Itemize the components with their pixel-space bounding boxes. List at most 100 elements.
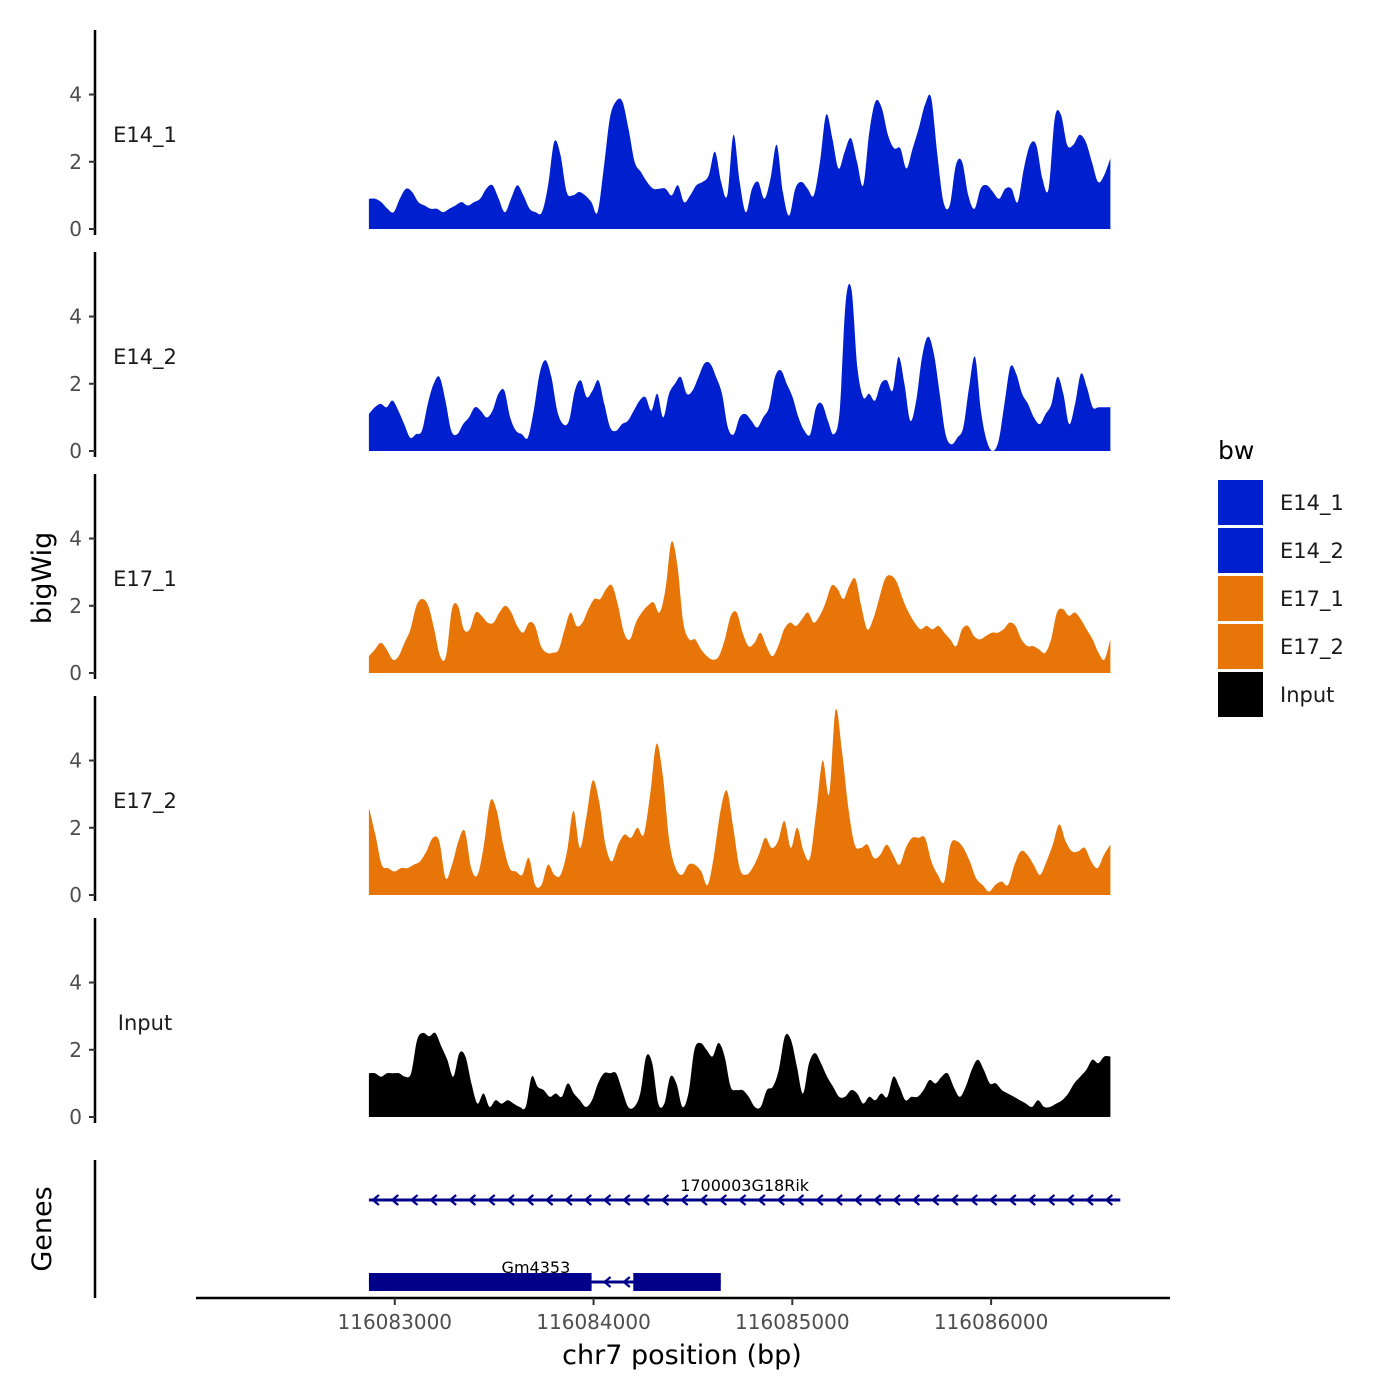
- legend-title: bw: [1218, 436, 1254, 465]
- track-label: Input: [118, 1011, 172, 1035]
- strand-arrow: [1046, 1194, 1056, 1206]
- strand-arrow: [757, 1194, 766, 1206]
- track-label: E14_2: [113, 345, 177, 370]
- y-tick-label: 0: [69, 217, 82, 241]
- strand-arrow: [1008, 1194, 1017, 1206]
- y-tick-label: 4: [69, 527, 82, 551]
- legend-label: E14_1: [1280, 491, 1344, 516]
- strand-arrow: [564, 1194, 573, 1206]
- legend-swatch: [1218, 528, 1263, 573]
- y-tick-label: 4: [69, 749, 82, 773]
- strand-arrow: [641, 1194, 650, 1206]
- genes-axis-title: Genes: [27, 1186, 58, 1271]
- strand-arrow: [448, 1194, 457, 1206]
- y-tick-label: 2: [69, 594, 82, 618]
- x-tick-label: 116086000: [934, 1310, 1049, 1334]
- legend-item: E14_2: [1218, 528, 1344, 573]
- track-e17-2: 0 2 4 E17_2: [69, 696, 1111, 907]
- strand-arrow: [699, 1194, 708, 1206]
- signal-area-e14-2: [368, 283, 1111, 451]
- gene-exon: [633, 1273, 721, 1291]
- strand-arrow: [776, 1194, 785, 1206]
- strand-arrow: [371, 1194, 380, 1206]
- strand-arrow: [583, 1194, 592, 1206]
- x-axis-title: chr7 position (bp): [562, 1340, 802, 1371]
- strand-arrow: [834, 1194, 843, 1206]
- track-label: E17_2: [113, 789, 177, 814]
- y-tick-label: 2: [69, 150, 82, 174]
- strand-arrow: [467, 1194, 477, 1206]
- signal-area-e17-1: [368, 541, 1111, 673]
- strand-arrow: [1027, 1194, 1036, 1206]
- signal-area-input: [368, 1032, 1111, 1117]
- strand-arrow: [911, 1194, 921, 1206]
- y-tick-label: 0: [69, 439, 82, 463]
- legend-swatch: [1218, 480, 1263, 525]
- strand-arrow: [718, 1194, 728, 1206]
- legend-item: E17_2: [1218, 624, 1344, 669]
- strand-arrow: [525, 1194, 535, 1206]
- strand-arrow: [602, 1194, 612, 1206]
- gene-label: 1700003G18Rik: [680, 1176, 810, 1195]
- legend-swatch: [1218, 672, 1263, 717]
- strand-arrow: [1066, 1194, 1075, 1206]
- track-label: E17_1: [113, 567, 177, 592]
- y-tick-label: 2: [69, 816, 82, 840]
- strand-arrow: [950, 1194, 959, 1206]
- strand-arrow: [815, 1194, 824, 1206]
- track-input: 0 2 4 Input: [69, 918, 1111, 1129]
- y-tick-label: 0: [69, 661, 82, 685]
- strand-arrow: [602, 1276, 612, 1288]
- track-label: E14_1: [113, 123, 177, 148]
- gene-gm4353: Gm4353: [368, 1258, 721, 1291]
- y-tick-label: 4: [69, 83, 82, 107]
- y-axis-title: bigWig: [27, 532, 58, 625]
- legend-item: E17_1: [1218, 576, 1344, 621]
- track-e14-2: 0 2 4 E14_2: [69, 252, 1111, 463]
- legend-swatch: [1218, 624, 1263, 669]
- track-e14-1: 0 2 4 E14_1: [69, 30, 1111, 241]
- strand-arrow: [506, 1194, 515, 1206]
- track-e17-1: 0 2 4 E17_1: [69, 474, 1111, 685]
- signal-area-e17-2: [368, 709, 1111, 895]
- legend-item: E14_1: [1218, 480, 1344, 525]
- legend-label: Input: [1280, 683, 1334, 707]
- strand-arrow: [1104, 1194, 1114, 1206]
- strand-arrow: [969, 1194, 978, 1206]
- signal-tracks: 0 2 4 E14_1 0 2 4 E14_2 0 2 4 E17_1 0 2 4 E17_2 0 2 4 Input: [69, 30, 1111, 1129]
- gene-exon: [368, 1273, 592, 1291]
- x-tick-label: 116083000: [338, 1310, 453, 1334]
- strand-arrow: [622, 1194, 631, 1206]
- y-tick-label: 2: [69, 372, 82, 396]
- strand-arrow: [622, 1276, 631, 1288]
- strand-arrow: [544, 1194, 554, 1206]
- strand-arrow: [680, 1194, 689, 1206]
- legend-item: Input: [1218, 672, 1334, 717]
- legend-label: E17_1: [1280, 587, 1344, 612]
- strand-arrow: [660, 1194, 670, 1206]
- y-tick-label: 4: [69, 305, 82, 329]
- strand-arrow: [487, 1194, 496, 1206]
- strand-arrow: [390, 1194, 399, 1206]
- gene-1700003g18rik: 1700003G18Rik: [368, 1176, 1121, 1206]
- gene-label: Gm4353: [502, 1258, 571, 1277]
- strand-arrow: [873, 1194, 882, 1206]
- y-tick-label: 0: [69, 883, 82, 907]
- y-tick-label: 0: [69, 1105, 82, 1129]
- strand-arrow: [930, 1194, 940, 1206]
- legend-label: E17_2: [1280, 635, 1344, 660]
- y-tick-label: 4: [69, 971, 82, 995]
- strand-arrow: [988, 1194, 998, 1206]
- legend: bw E14_1 E14_2 E17_1 E17_2 Input: [1218, 436, 1344, 717]
- strand-arrow: [892, 1194, 901, 1206]
- strand-arrow: [1085, 1194, 1094, 1206]
- x-axis: 116083000 116084000 116085000 116086000: [196, 1296, 1170, 1334]
- y-tick-label: 2: [69, 1038, 82, 1062]
- legend-label: E14_2: [1280, 539, 1344, 564]
- strand-arrow: [853, 1194, 863, 1206]
- strand-arrow: [429, 1194, 438, 1206]
- strand-arrow: [795, 1194, 805, 1206]
- genes-panel: 1700003G18Rik Gm4353: [93, 1160, 1121, 1298]
- legend-swatch: [1218, 576, 1263, 621]
- x-tick-label: 116085000: [735, 1310, 850, 1334]
